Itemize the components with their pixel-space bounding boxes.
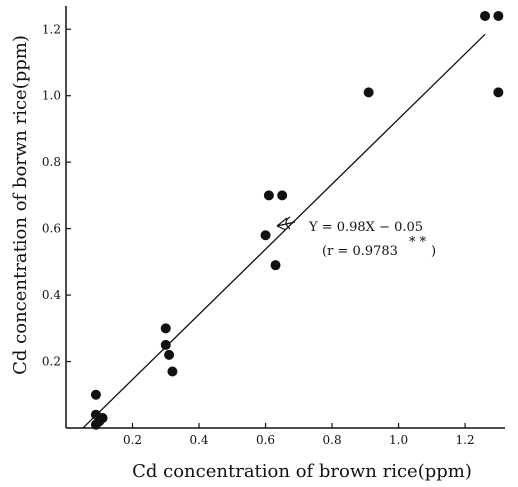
- data-point: [264, 190, 274, 200]
- x-tick-group: 0.2 0.4 0.6 0.8 1.0 1.2: [123, 423, 475, 447]
- data-point: [493, 87, 503, 97]
- x-tick-label: 1.2: [456, 433, 475, 447]
- x-tick-label: 0.2: [123, 433, 142, 447]
- correlation-value: (r = 0.9783: [322, 244, 398, 259]
- data-point: [164, 350, 174, 360]
- y-tick-label: 0.4: [42, 288, 61, 302]
- data-point: [91, 420, 101, 430]
- x-tick-label: 0.6: [256, 433, 275, 447]
- y-tick-label: 1.2: [42, 22, 61, 36]
- y-tick-label: 0.6: [42, 222, 61, 236]
- y-tick-label: 0.2: [42, 355, 61, 369]
- regression-line: [83, 34, 485, 428]
- data-point: [271, 260, 281, 270]
- y-tick-label: 1.0: [42, 89, 61, 103]
- correlation-close-paren: ): [431, 244, 436, 259]
- data-point: [91, 390, 101, 400]
- data-points: [91, 11, 503, 430]
- x-tick-label: 1.0: [389, 433, 408, 447]
- x-tick-label: 0.8: [323, 433, 342, 447]
- regression-equation: Y = 0.98X − 0.05: [308, 220, 423, 235]
- y-axis-label: Cd concentration of borwn rice(ppm): [10, 35, 31, 375]
- data-point: [480, 11, 490, 21]
- plot-area: 0.2 0.4 0.6 0.8 1.0 1.2 0.2 0.4 0.6 0.8 1.0 1.2 Y …: [42, 6, 505, 447]
- data-point: [261, 230, 271, 240]
- data-point: [161, 323, 171, 333]
- data-point: [277, 190, 287, 200]
- y-tick-label: 0.8: [42, 155, 61, 169]
- data-point: [161, 340, 171, 350]
- x-tick-label: 0.4: [189, 433, 208, 447]
- data-point: [364, 87, 374, 97]
- data-point: [167, 367, 177, 377]
- data-point: [493, 11, 503, 21]
- significance-stars: * *: [409, 235, 427, 250]
- x-axis-label: Cd concentration of brown rice(ppm): [132, 461, 472, 482]
